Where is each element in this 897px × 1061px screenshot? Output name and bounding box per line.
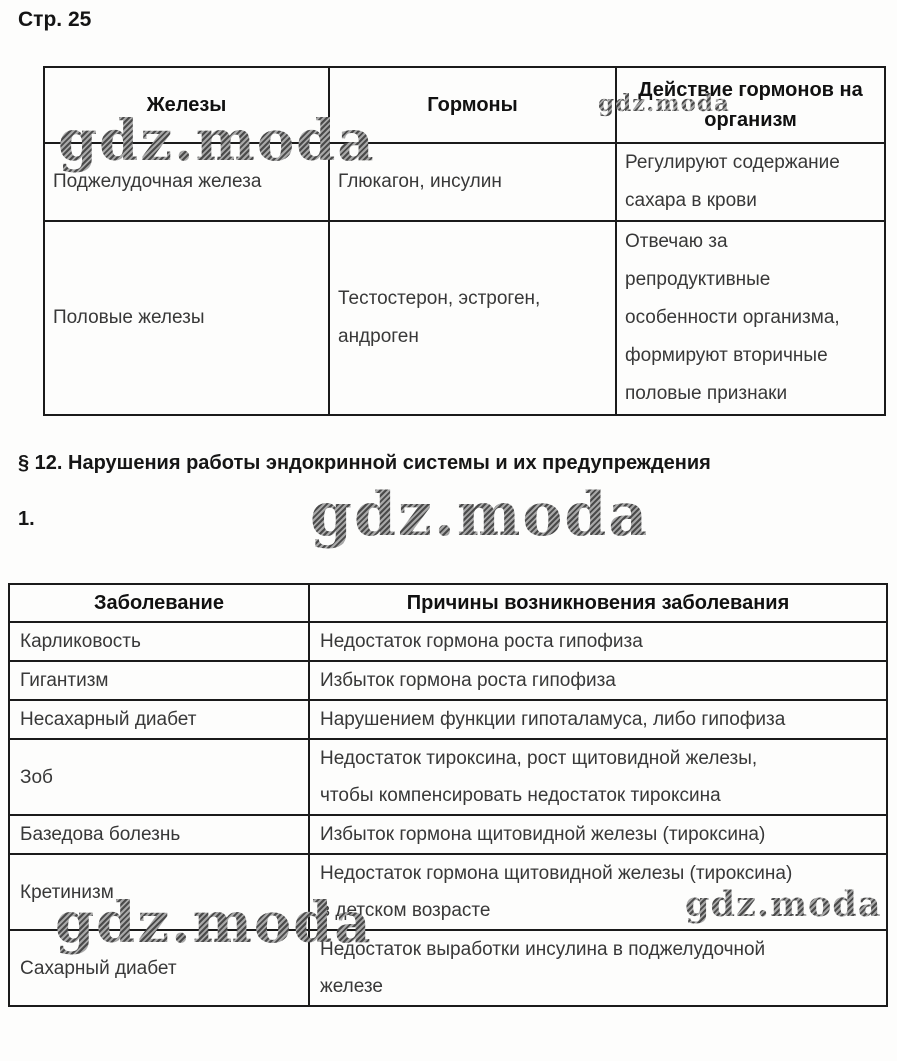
table-row: Гигантизм Избыток гормона роста гипофиза xyxy=(8,660,888,701)
disease-cell: Базедова болезнь xyxy=(8,814,310,855)
cause-cell: Недостаток гормона щитовидной железы (ти… xyxy=(308,853,888,931)
item-number: 1. xyxy=(18,508,35,530)
table-row: Сахарный диабет Недостаток выработки инс… xyxy=(8,929,888,1007)
gland-cell: Поджелудочная железа xyxy=(43,142,330,222)
column-header-glands: Железы xyxy=(43,66,330,144)
column-header-hormones: Гормоны xyxy=(328,66,617,144)
disease-cell: Карликовость xyxy=(8,621,310,662)
column-header-action: Действие гормонов на организм xyxy=(615,66,886,144)
table-row: Поджелудочная железа Глюкагон, инсулин Р… xyxy=(43,142,886,222)
table-row: Кретинизм Недостаток гормона щитовидной … xyxy=(8,853,888,931)
table-header-row: Заболевание Причины возникновения заболе… xyxy=(8,583,888,623)
cause-cell: Недостаток тироксина, рост щитовидной же… xyxy=(308,738,888,816)
hormones-cell: Глюкагон, инсулин xyxy=(328,142,617,222)
section-heading: § 12. Нарушения работы эндокринной систе… xyxy=(18,452,711,474)
table-row: Базедова болезнь Избыток гормона щитовид… xyxy=(8,814,888,855)
disease-cell: Гигантизм xyxy=(8,660,310,701)
cause-cell: Избыток гормона роста гипофиза xyxy=(308,660,888,701)
cause-cell: Недостаток выработки инсулина в поджелуд… xyxy=(308,929,888,1007)
column-header-disease: Заболевание xyxy=(8,583,310,623)
page-number-label: Стр. 25 xyxy=(18,8,92,31)
diseases-causes-table: Заболевание Причины возникновения заболе… xyxy=(8,583,888,1007)
watermark: gdz.moda xyxy=(310,480,650,550)
disease-cell: Кретинизм xyxy=(8,853,310,931)
cause-cell: Нарушением функции гипоталамуса, либо ги… xyxy=(308,699,888,740)
table-row: Зоб Недостаток тироксина, рост щитовидно… xyxy=(8,738,888,816)
action-cell: Отвечаю за репродуктивные особенности ор… xyxy=(615,220,886,416)
disease-cell: Сахарный диабет xyxy=(8,929,310,1007)
action-cell: Регулируют содержание сахара в крови xyxy=(615,142,886,222)
table-row: Несахарный диабет Нарушением функции гип… xyxy=(8,699,888,740)
hormones-cell: Тестостерон, эстроген, андроген xyxy=(328,220,617,416)
table-row: Карликовость Недостаток гормона роста ги… xyxy=(8,621,888,662)
glands-hormones-table: Железы Гормоны Действие гормонов на орга… xyxy=(43,66,886,416)
table-header-row: Железы Гормоны Действие гормонов на орга… xyxy=(43,66,886,144)
cause-cell: Недостаток гормона роста гипофиза xyxy=(308,621,888,662)
gland-cell: Половые железы xyxy=(43,220,330,416)
disease-cell: Зоб xyxy=(8,738,310,816)
column-header-cause: Причины возникновения заболевания xyxy=(308,583,888,623)
disease-cell: Несахарный диабет xyxy=(8,699,310,740)
cause-cell: Избыток гормона щитовидной железы (тирок… xyxy=(308,814,888,855)
table-row: Половые железы Тестостерон, эстроген, ан… xyxy=(43,220,886,416)
